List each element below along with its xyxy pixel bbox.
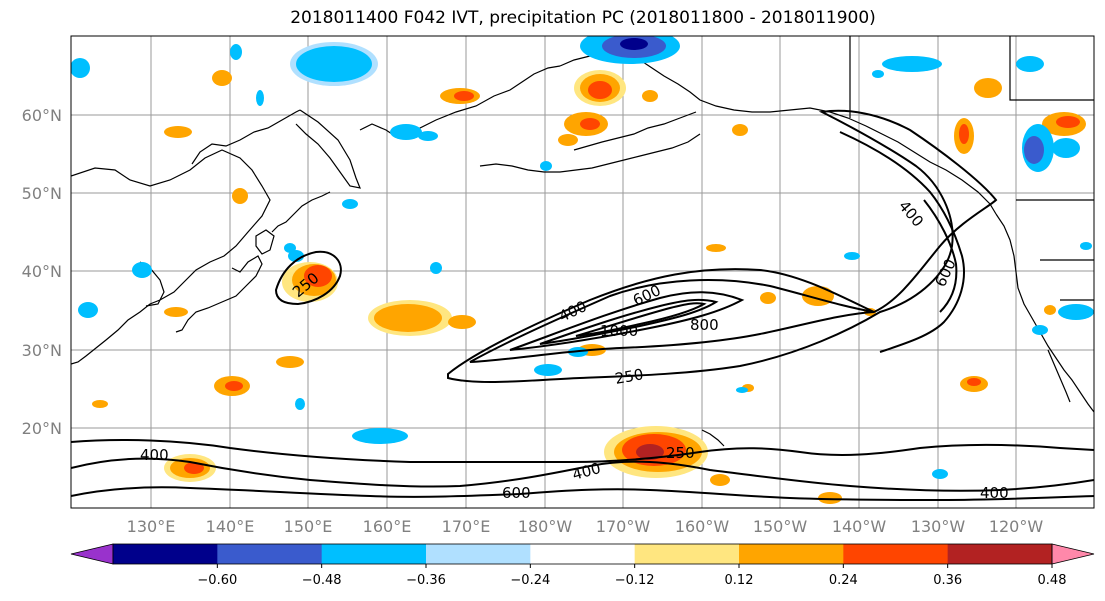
- lon-label: 180°W: [518, 517, 573, 536]
- latitude-labels: 60°N 50°N 40°N 30°N 20°N: [22, 106, 62, 438]
- colorbar: −0.60 −0.48 −0.36 −0.24 −0.12 0.12 0.24 0.36 0.4…: [70, 543, 1095, 588]
- colorbar-tick-label: 0.48: [1038, 573, 1067, 588]
- lon-label: 130°E: [127, 517, 176, 536]
- colorbar-segment: [426, 544, 531, 564]
- colorbar-segment: [843, 544, 949, 564]
- colorbar-segment: [321, 544, 427, 564]
- lon-label: 160°W: [675, 517, 730, 536]
- colorbar-segment: [947, 544, 1053, 564]
- contour-label: 250: [666, 444, 695, 462]
- colorbar-frame: [112, 543, 1053, 565]
- contour-label: 400: [980, 484, 1009, 502]
- longitude-labels: 130°E 140°E 150°E 160°E 170°E 180°W 170°…: [127, 517, 1044, 536]
- lon-label: 140°E: [206, 517, 255, 536]
- colorbar-tick-label: 0.24: [829, 573, 858, 588]
- ivt-contours: [71, 109, 1094, 502]
- colorbar-segment: [739, 544, 844, 564]
- map-content: 400 600 1000 800 250 250 400 600 400 250…: [71, 36, 1094, 508]
- contour-label: 600: [502, 484, 531, 502]
- colorbar-tick-label: −0.24: [510, 573, 550, 588]
- colorbar-tick-label: −0.60: [197, 573, 237, 588]
- lon-label: 170°E: [442, 517, 491, 536]
- colorbar-tick-label: −0.48: [302, 573, 342, 588]
- lon-label: 170°W: [596, 517, 651, 536]
- colorbar-extend-low: [70, 543, 114, 565]
- map-frame: [70, 35, 1095, 509]
- colorbar-segment: [530, 544, 636, 564]
- colorbar-tick-label: −0.12: [615, 573, 655, 588]
- lat-label: 40°N: [22, 262, 62, 281]
- colorbar-segment: [113, 544, 218, 564]
- lat-label: 30°N: [22, 341, 62, 360]
- lat-label: 60°N: [22, 106, 62, 125]
- lon-label: 140°W: [832, 517, 887, 536]
- contour-label: 250: [614, 365, 645, 388]
- colorbar-segment: [217, 544, 323, 564]
- colorbar-tick-label: −0.36: [406, 573, 446, 588]
- colorbar-extend-high: [1051, 543, 1095, 565]
- colorbar-tick-label: 0.36: [933, 573, 962, 588]
- lon-label: 150°E: [284, 517, 333, 536]
- contour-label: 400: [140, 446, 169, 464]
- contour-label: 800: [690, 316, 719, 334]
- lon-label: 130°W: [911, 517, 966, 536]
- lat-label: 50°N: [22, 184, 62, 203]
- colorbar-tick-label: 0.12: [725, 573, 754, 588]
- map-title: 2018011400 F042 IVT, precipitation PC (2…: [290, 8, 876, 28]
- lon-label: 120°W: [989, 517, 1044, 536]
- contour-label: 1000: [600, 322, 638, 340]
- negative-precip-anomalies: [71, 36, 1094, 479]
- colorbar-segment: [634, 544, 740, 564]
- lon-label: 160°E: [363, 517, 412, 536]
- lat-label: 20°N: [22, 419, 62, 438]
- lon-label: 150°W: [753, 517, 808, 536]
